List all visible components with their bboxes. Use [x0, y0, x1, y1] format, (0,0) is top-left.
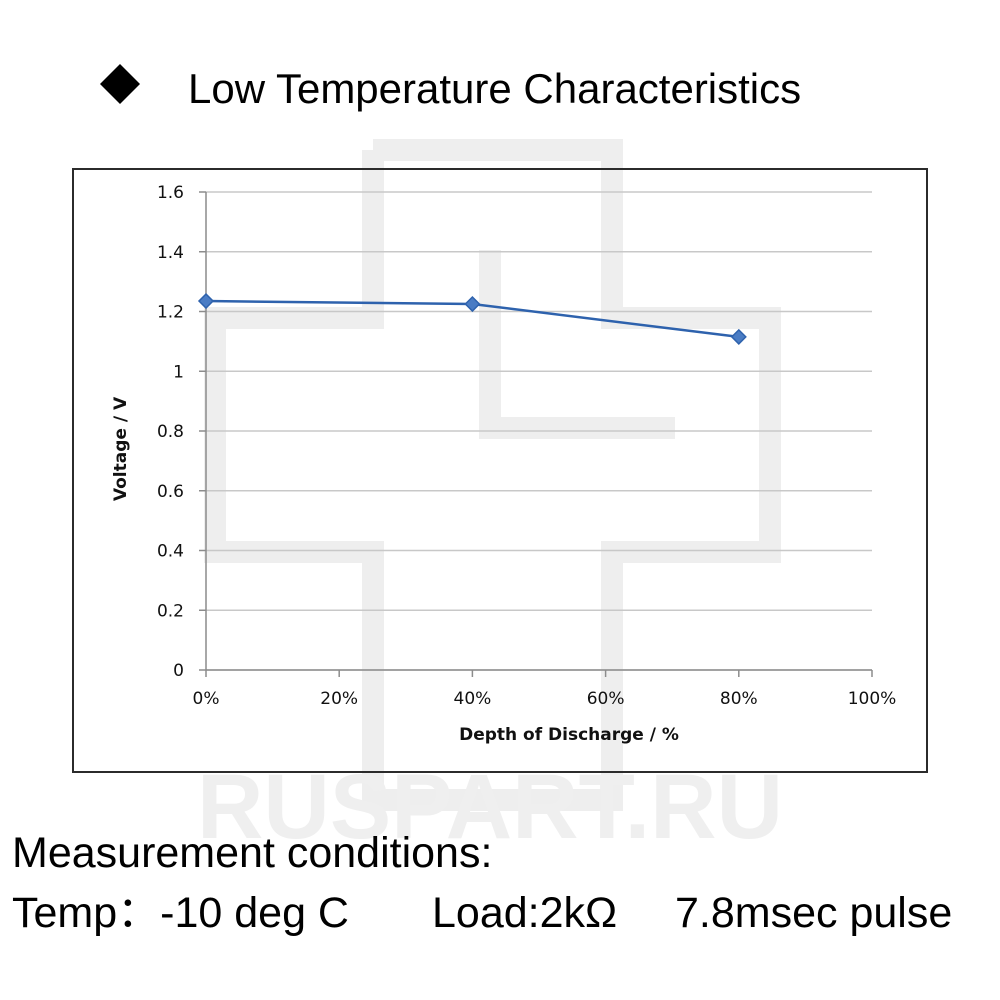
data-point-marker [464, 295, 481, 313]
diamond-bullet-icon [100, 64, 140, 104]
conditions-line: Temp：-10 deg C Load:2kΩ 7.8msec pulse [12, 888, 992, 938]
x-tick-label: 40% [454, 689, 492, 709]
x-tick-label: 0% [193, 689, 220, 709]
page-title: Low Temperature Characteristics [188, 65, 802, 112]
data-point-marker [197, 292, 215, 310]
title-row: Low Temperature Characteristics [0, 58, 1000, 128]
y-tick-label: 0.4 [157, 542, 184, 562]
conditions-heading: Measurement conditions: [12, 829, 493, 877]
y-tick-label: 1.6 [157, 183, 184, 203]
condition-pulse: 7.8msec pulse [675, 889, 953, 937]
chart: 0 0.2 0.4 0.6 0.8 1 1.2 1.4 1.6 0% 20% 40% 60% 80% 100… [111, 183, 897, 745]
condition-temp: Temp：-10 deg C [12, 889, 349, 937]
x-tick-label: 60% [587, 689, 625, 709]
condition-load: Load:2kΩ [432, 889, 618, 937]
y-tick-label: 1.2 [157, 303, 184, 323]
x-axis-title: Depth of Discharge / % [459, 725, 679, 745]
data-point-marker [730, 328, 747, 345]
y-axis-title: Voltage / V [111, 396, 131, 501]
y-tick-label: 0.6 [157, 482, 184, 502]
y-tick-label: 0.8 [157, 422, 184, 442]
y-tick-label: 0.2 [157, 601, 184, 621]
x-tick-label: 100% [848, 689, 897, 709]
chart-frame: 0 0.2 0.4 0.6 0.8 1 1.2 1.4 1.6 0% 20% 40% 60% 80% 100… [72, 168, 928, 773]
x-tick-label: 20% [320, 689, 358, 709]
y-tick-label: 1.4 [157, 243, 184, 263]
y-tick-label: 0 [173, 661, 184, 681]
y-tick-label: 1 [173, 362, 184, 382]
x-tick-label: 80% [720, 689, 758, 709]
